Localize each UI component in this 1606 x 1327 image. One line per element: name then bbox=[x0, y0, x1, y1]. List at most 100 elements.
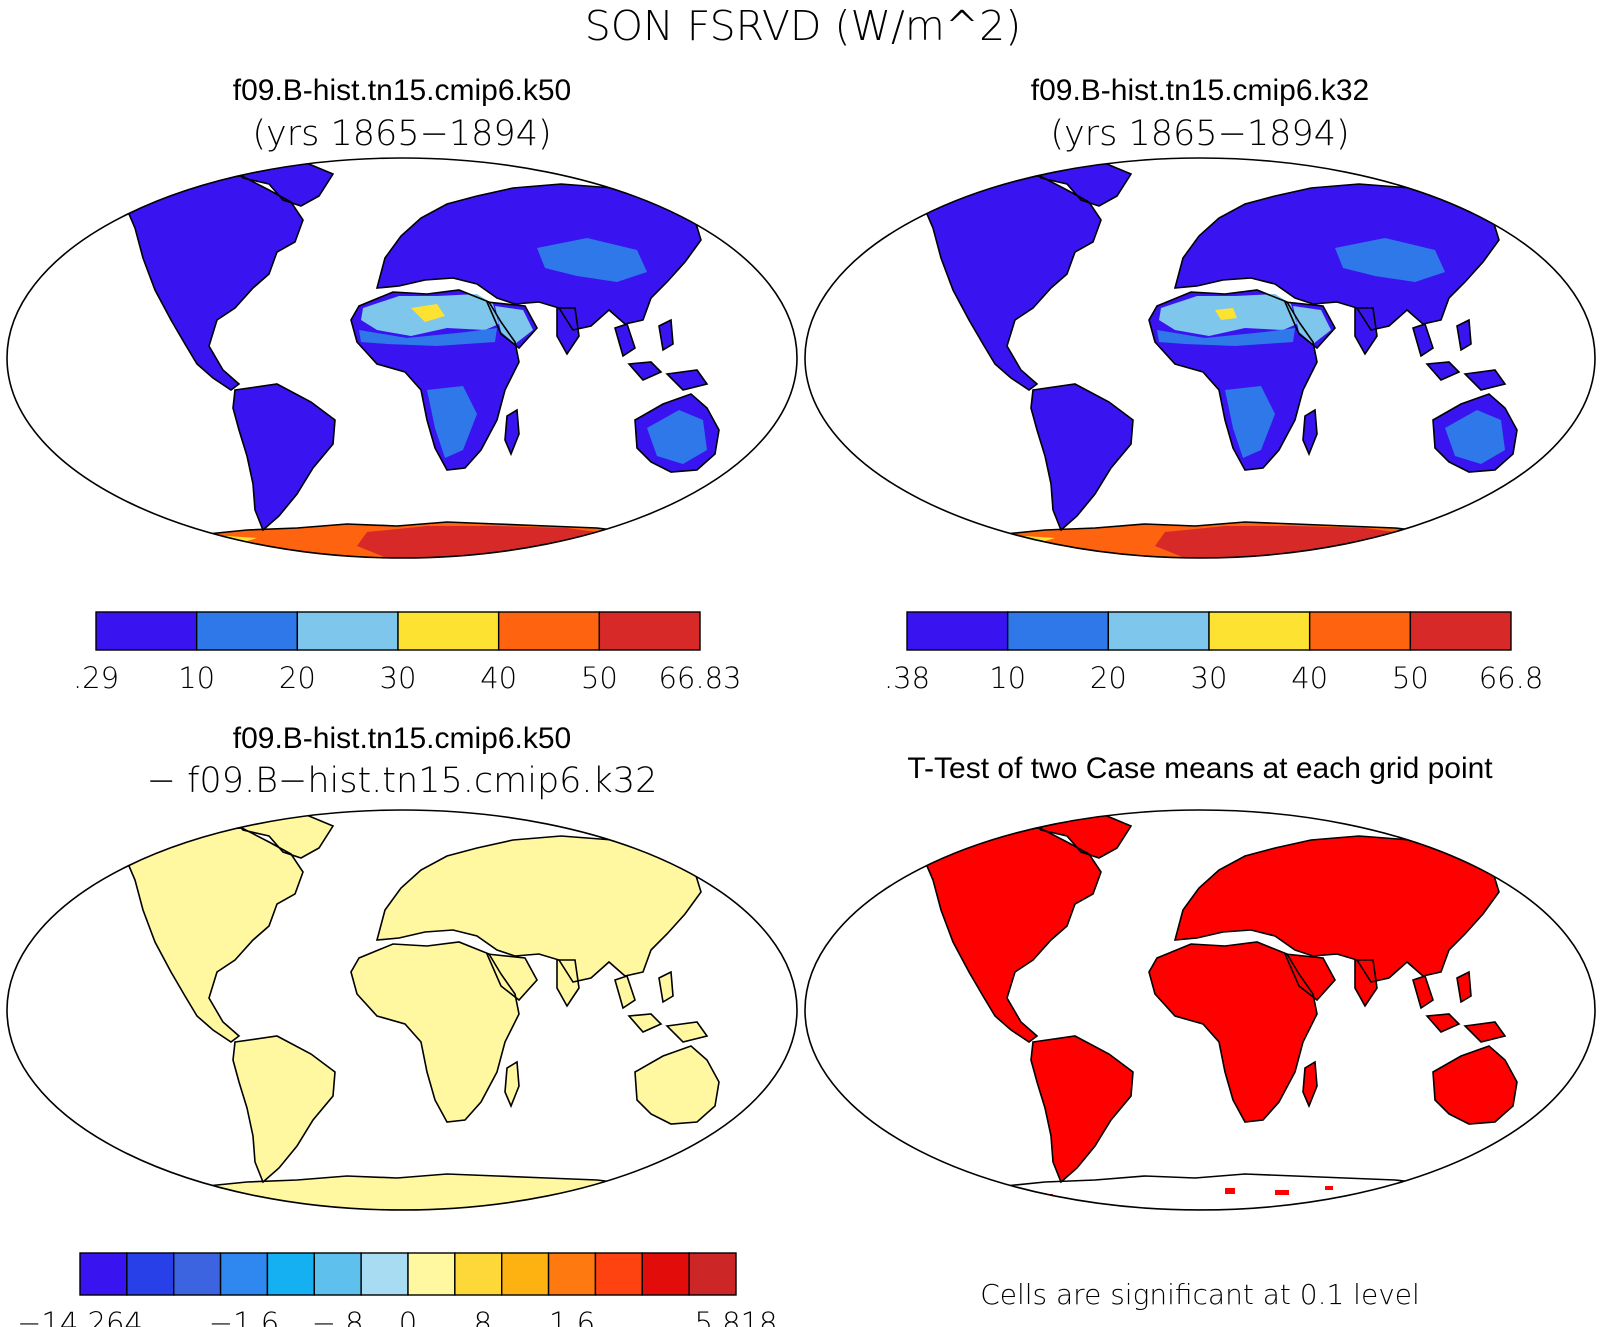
difference-cell bbox=[602, 1089, 621, 1099]
difference-cell bbox=[118, 1134, 134, 1148]
difference-cell bbox=[635, 819, 654, 829]
nonsignificant-cell bbox=[926, 820, 932, 829]
colorbar-box bbox=[1308, 611, 1412, 651]
difference-cell bbox=[117, 1161, 125, 1171]
difference-cell bbox=[173, 1125, 189, 1137]
difference-cell bbox=[316, 891, 331, 901]
field-australia bbox=[1445, 410, 1505, 464]
difference-cell bbox=[624, 1089, 638, 1099]
difference-cell bbox=[327, 810, 341, 822]
difference-cell bbox=[569, 1116, 588, 1130]
difference-cell bbox=[162, 1062, 174, 1075]
difference-cell bbox=[723, 846, 734, 858]
difference-cell bbox=[173, 1161, 192, 1171]
difference-cell bbox=[217, 810, 231, 821]
map-boundary bbox=[804, 157, 1596, 559]
difference-cell bbox=[118, 1179, 137, 1193]
difference-cell bbox=[503, 1116, 517, 1127]
difference-cell bbox=[536, 981, 548, 993]
nonsignificant-cell bbox=[1511, 837, 1517, 844]
nonsignificant-cell bbox=[991, 1151, 1004, 1157]
difference-cell bbox=[261, 972, 277, 985]
difference-cell bbox=[723, 909, 736, 922]
difference-cell bbox=[712, 936, 719, 946]
nonsignificant-cell bbox=[1087, 1023, 1097, 1028]
difference-cell bbox=[239, 1206, 256, 1210]
nonsignificant-cell bbox=[1100, 956, 1112, 962]
difference-cell bbox=[195, 1116, 211, 1128]
nonsignificant-cell bbox=[1503, 1016, 1517, 1021]
difference-cell bbox=[360, 864, 373, 874]
difference-cell bbox=[712, 1206, 719, 1210]
difference-cell bbox=[470, 1116, 485, 1130]
colorbar-box bbox=[688, 1252, 737, 1296]
nonsignificant-cell bbox=[1508, 1143, 1517, 1149]
nonsignificant-cell bbox=[1166, 1045, 1178, 1054]
difference-cell bbox=[283, 990, 302, 1000]
difference-cell bbox=[580, 1116, 598, 1129]
difference-cell bbox=[239, 1170, 258, 1182]
difference-cell bbox=[393, 837, 408, 847]
difference-cell bbox=[382, 1152, 394, 1165]
difference-cell bbox=[712, 837, 719, 849]
difference-cell bbox=[690, 963, 702, 973]
difference-cell bbox=[184, 1107, 199, 1118]
difference-cell bbox=[393, 828, 407, 839]
difference-cell bbox=[415, 1098, 429, 1112]
difference-cell bbox=[646, 1197, 662, 1210]
nonsignificant-cell bbox=[1478, 815, 1487, 821]
difference-cell bbox=[602, 1017, 618, 1029]
difference-cell bbox=[327, 882, 340, 895]
difference-cell bbox=[316, 945, 333, 959]
difference-cell bbox=[569, 1053, 587, 1065]
difference-cell bbox=[261, 963, 273, 974]
difference-cell bbox=[349, 927, 368, 941]
nonsignificant-cell bbox=[969, 1055, 978, 1063]
difference-cell bbox=[492, 1152, 506, 1162]
nonsignificant-cell bbox=[1239, 932, 1253, 942]
difference-cell bbox=[558, 1116, 575, 1126]
difference-cell bbox=[228, 999, 242, 1013]
difference-cell bbox=[151, 972, 163, 982]
difference-cell bbox=[184, 1080, 196, 1094]
difference-cell bbox=[283, 954, 297, 966]
difference-cell bbox=[118, 1206, 135, 1210]
difference-cell bbox=[525, 1161, 544, 1171]
difference-cell bbox=[723, 1197, 741, 1207]
difference-cell bbox=[591, 1062, 610, 1076]
nonsignificant-cell bbox=[1279, 1114, 1285, 1122]
difference-cell bbox=[117, 954, 125, 965]
difference-cell bbox=[602, 1026, 621, 1036]
difference-cell bbox=[140, 1188, 152, 1202]
difference-cell bbox=[536, 972, 553, 982]
difference-cell bbox=[580, 1080, 594, 1094]
difference-cell bbox=[338, 882, 350, 892]
difference-cell bbox=[173, 1206, 191, 1210]
nonsignificant-cell bbox=[1081, 1017, 1095, 1026]
difference-cell bbox=[646, 1143, 661, 1155]
difference-cell bbox=[327, 1107, 345, 1120]
difference-cell bbox=[117, 945, 123, 958]
difference-cell bbox=[547, 1044, 561, 1055]
field-antarctica-red bbox=[357, 526, 667, 558]
difference-cell bbox=[536, 1116, 552, 1129]
difference-cell bbox=[723, 999, 735, 1011]
difference-cell bbox=[690, 1188, 709, 1198]
difference-cell bbox=[712, 1188, 719, 1199]
difference-cell bbox=[668, 1179, 680, 1193]
nonsignificant-cell bbox=[976, 1045, 985, 1052]
nonsignificant-cell bbox=[1190, 1062, 1202, 1066]
difference-cell bbox=[272, 963, 291, 974]
difference-cell bbox=[151, 1080, 166, 1090]
difference-cell bbox=[228, 972, 243, 985]
field-central-asia bbox=[537, 238, 647, 282]
nonsignificant-cell bbox=[1123, 920, 1129, 930]
nonsignificant-cell bbox=[1466, 1037, 1476, 1043]
difference-cell bbox=[701, 954, 717, 968]
difference-cell bbox=[117, 1017, 122, 1028]
difference-cell bbox=[228, 1107, 246, 1118]
difference-cell bbox=[646, 963, 663, 975]
nonsignificant-cell bbox=[1142, 977, 1149, 983]
difference-cell bbox=[690, 1161, 709, 1175]
difference-cell bbox=[327, 990, 343, 1003]
